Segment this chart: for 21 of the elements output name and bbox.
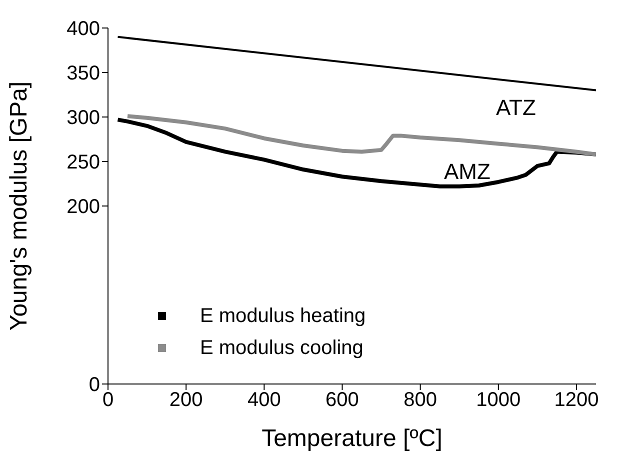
y-axis-title: Young's modulus [GPa]	[6, 81, 33, 331]
x-tick-label: 200	[169, 389, 203, 412]
x-tick-label: 1200	[554, 389, 599, 412]
line-series	[116, 118, 596, 188]
line-series	[126, 114, 596, 156]
legend-label: E modulus heating	[200, 304, 366, 329]
y-tick-label: 200	[66, 196, 100, 218]
x-tick-label: 800	[404, 389, 438, 412]
x-tick-label: 1000	[476, 389, 521, 412]
y-tick-label: 0	[88, 374, 100, 396]
y-tick-label: 250	[66, 152, 100, 174]
x-tick-label: 400	[247, 389, 281, 412]
y-tick-label: 300	[66, 107, 100, 130]
annotation: AMZ	[444, 159, 490, 184]
y-tick-label: 400	[66, 18, 100, 40]
legend-label: E modulus cooling	[200, 336, 364, 361]
y-tick-label: 350	[66, 62, 100, 85]
x-tick-label: 0	[102, 389, 114, 412]
x-tick-label: 600	[326, 389, 359, 412]
annotation: ATZ	[496, 95, 536, 120]
x-axis-title: Temperature [ºC]	[262, 425, 442, 452]
